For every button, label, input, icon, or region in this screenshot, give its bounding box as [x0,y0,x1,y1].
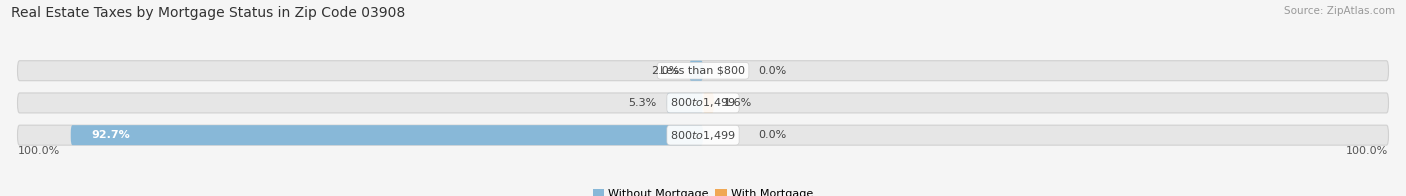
Text: Source: ZipAtlas.com: Source: ZipAtlas.com [1284,6,1395,16]
Text: 1.6%: 1.6% [724,98,752,108]
Text: 92.7%: 92.7% [91,130,131,140]
Text: Real Estate Taxes by Mortgage Status in Zip Code 03908: Real Estate Taxes by Mortgage Status in … [11,6,405,20]
FancyBboxPatch shape [17,61,1389,81]
FancyBboxPatch shape [689,61,703,81]
Legend: Without Mortgage, With Mortgage: Without Mortgage, With Mortgage [588,185,818,196]
Text: 100.0%: 100.0% [17,146,59,156]
FancyBboxPatch shape [70,125,703,145]
Text: 100.0%: 100.0% [1347,146,1389,156]
Text: 2.0%: 2.0% [651,66,679,76]
Text: 5.3%: 5.3% [628,98,657,108]
Text: 0.0%: 0.0% [758,66,786,76]
FancyBboxPatch shape [666,93,703,113]
FancyBboxPatch shape [17,93,1389,113]
Text: $800 to $1,499: $800 to $1,499 [671,129,735,142]
FancyBboxPatch shape [17,125,1389,145]
Text: Less than $800: Less than $800 [661,66,745,76]
Text: 0.0%: 0.0% [758,130,786,140]
FancyBboxPatch shape [703,93,714,113]
Text: $800 to $1,499: $800 to $1,499 [671,96,735,109]
